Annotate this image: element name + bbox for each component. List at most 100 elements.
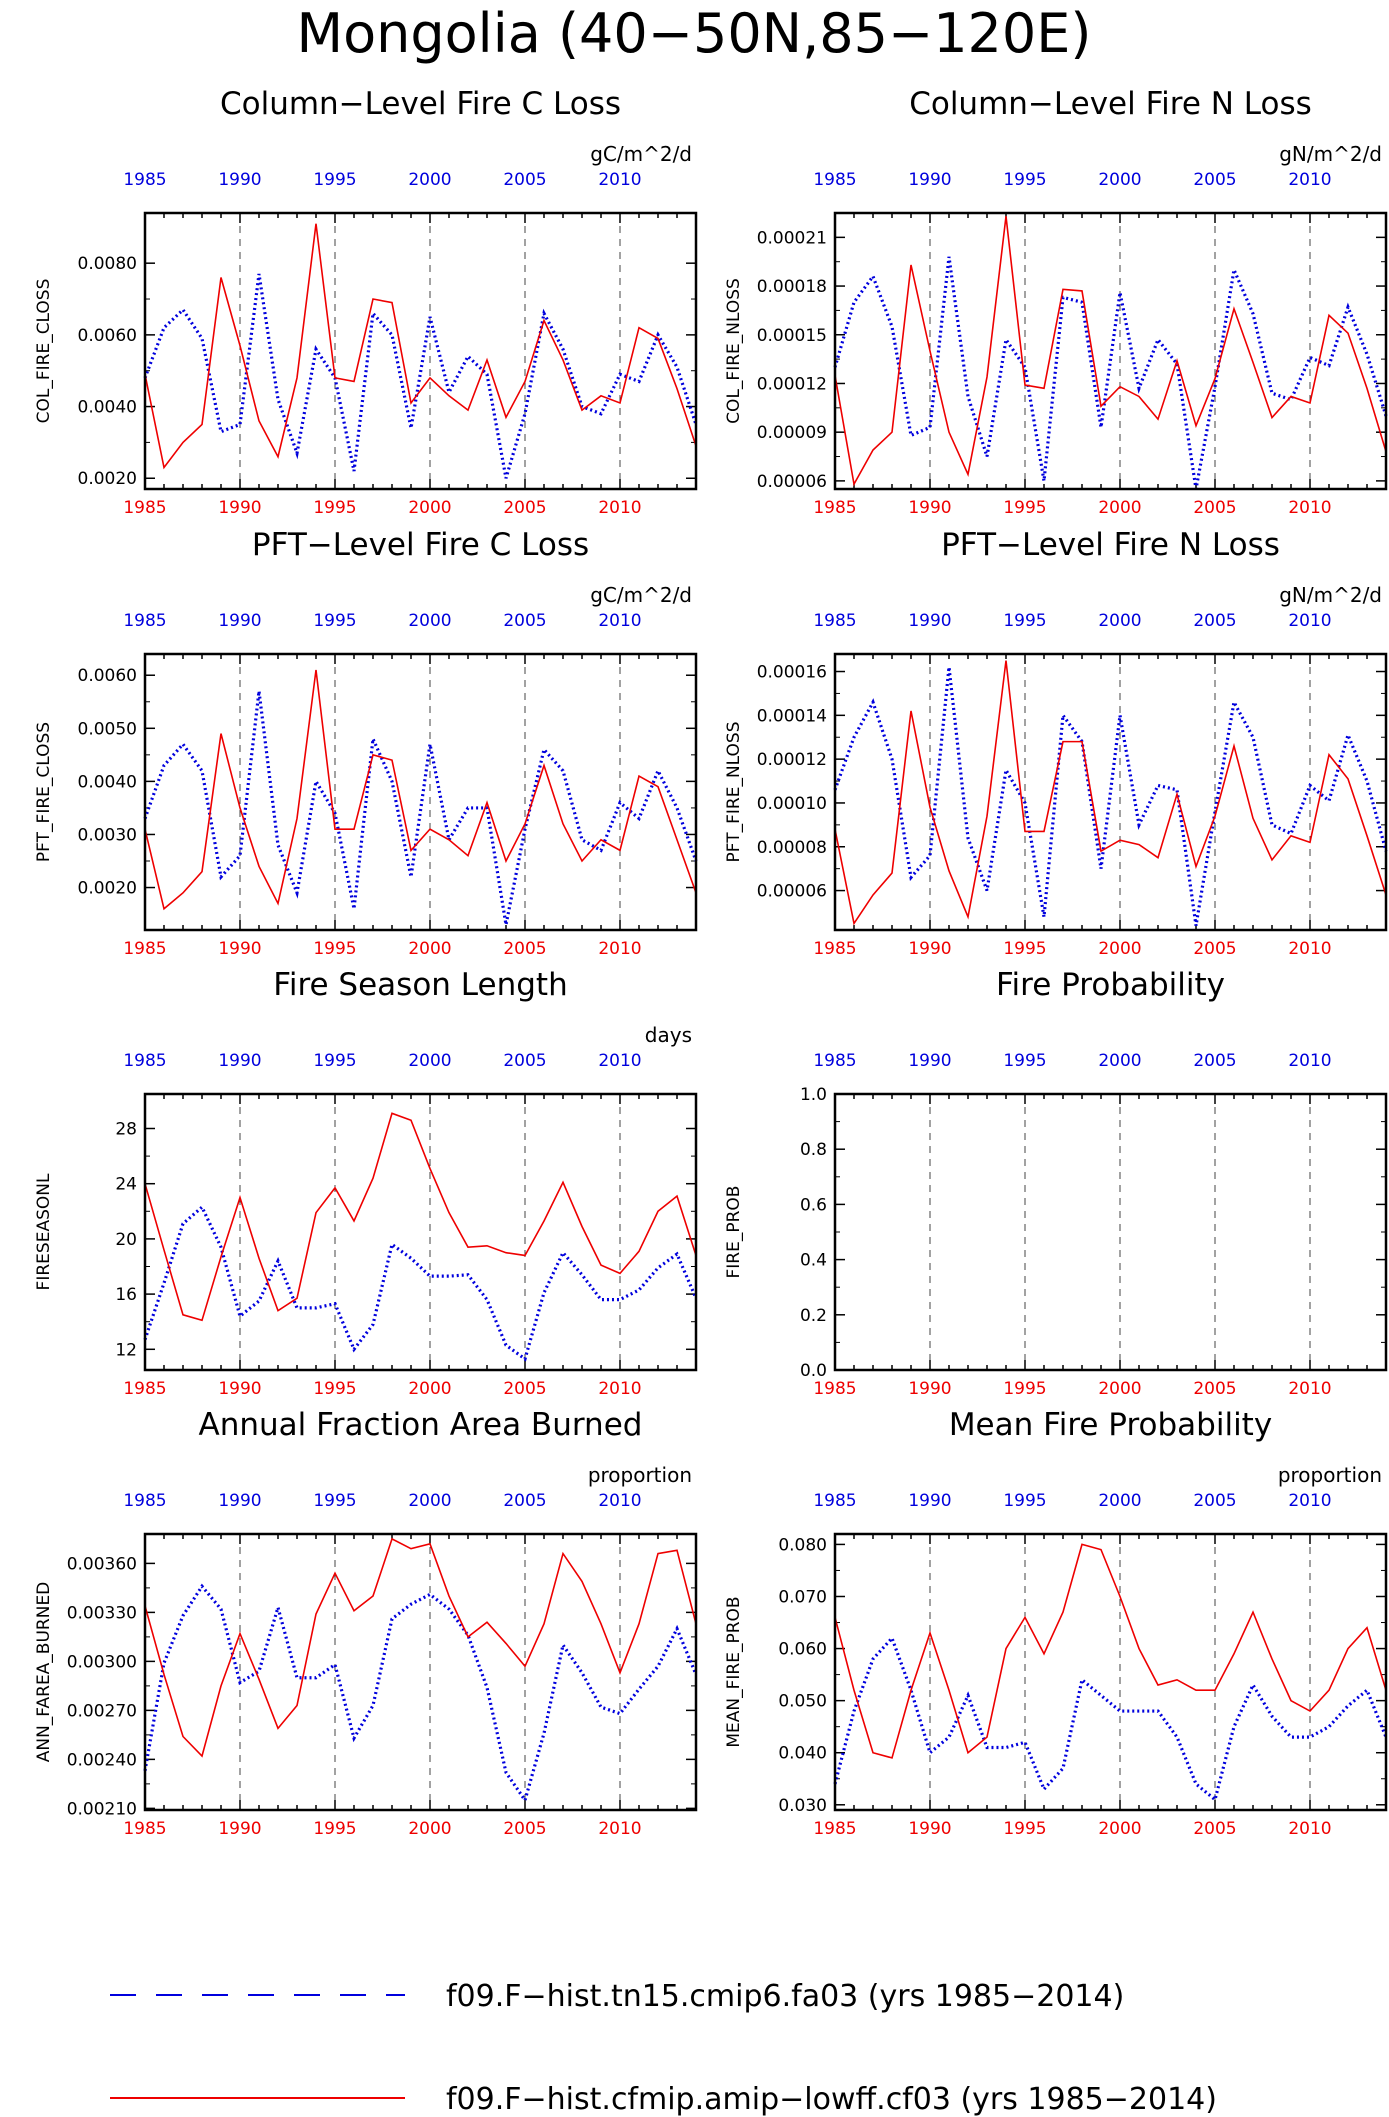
y-tick-label: 0.0060 xyxy=(78,326,137,346)
y-tick-label: 0.00006 xyxy=(757,472,827,492)
panel-ann-farea-burned: Annual Fraction Area Burned proportion 198… xyxy=(34,1407,698,1839)
x-tick-label-bottom: 1995 xyxy=(1003,1819,1046,1839)
panel-fireseasonl: Fire Season Length days 1985 1985 1990 1990 19… xyxy=(34,967,698,1399)
x-tick-label-bottom: 1995 xyxy=(1003,1379,1046,1399)
units-label: gC/m^2/d xyxy=(590,583,692,607)
panel-title: PFT−Level Fire C Loss xyxy=(252,527,589,563)
y-tick-label: 0.080 xyxy=(778,1535,827,1555)
x-tick-label-top: 2005 xyxy=(503,611,546,631)
x-tick-label-bottom: 2000 xyxy=(408,498,451,518)
x-tick-label-top: 1985 xyxy=(813,1491,856,1511)
x-tick-label-bottom: 1985 xyxy=(123,939,166,959)
y-tick-label: 0.00021 xyxy=(757,228,827,248)
y-tick-label: 0.0040 xyxy=(78,398,137,418)
x-tick-label-top: 2000 xyxy=(1098,611,1141,631)
panel-col-fire-nloss: Column−Level Fire N Loss gN/m^2/d 1985 1985… xyxy=(724,86,1388,518)
y-tick-label: 0.00016 xyxy=(757,663,827,683)
x-tick-label-top: 1990 xyxy=(908,1491,951,1511)
x-tick-label-top: 1995 xyxy=(313,1491,356,1511)
plot-frame xyxy=(833,1532,1388,1812)
x-tick-label-top: 1985 xyxy=(813,1051,856,1071)
page-title: Mongolia (40−50N,85−120E) xyxy=(297,2,1092,65)
x-tick-label-bottom: 1990 xyxy=(908,498,951,518)
x-tick-label-top: 1995 xyxy=(1003,170,1046,190)
y-tick-label: 0.00006 xyxy=(757,882,827,902)
series-line-tn15 xyxy=(143,1583,698,1804)
x-tick-label-bottom: 2010 xyxy=(598,1379,641,1399)
plot-frame xyxy=(833,211,1388,491)
y-tick-label: 1.0 xyxy=(800,1085,827,1105)
x-tick-label-bottom: 2010 xyxy=(1288,939,1331,959)
x-tick-label-bottom: 1985 xyxy=(813,939,856,959)
y-tick-label: 0.0060 xyxy=(78,666,137,686)
y-tick-label: 0.4 xyxy=(800,1251,827,1271)
legend-label-dashed: f09.F−hist.tn15.cmip6.fa03 (yrs 1985−201… xyxy=(446,1979,1124,2014)
x-tick-label-bottom: 2005 xyxy=(503,1819,546,1839)
series-line-tn15 xyxy=(833,256,1388,490)
x-tick-label-bottom: 2010 xyxy=(1288,1379,1331,1399)
series-line-cfmip xyxy=(144,1537,697,1758)
units-label: gC/m^2/d xyxy=(590,142,692,166)
y-axis-label: FIRESEASONL xyxy=(34,1173,54,1290)
y-tick-label: 0.00010 xyxy=(757,794,827,814)
x-tick-label-top: 2005 xyxy=(1193,611,1236,631)
x-tick-label-bottom: 2005 xyxy=(1193,1819,1236,1839)
x-tick-label-bottom: 2000 xyxy=(1098,1819,1141,1839)
x-tick-label-top: 1985 xyxy=(123,611,166,631)
x-tick-label-top: 1990 xyxy=(218,1051,261,1071)
series-line-tn15 xyxy=(143,690,698,926)
x-tick-label-bottom: 1985 xyxy=(123,498,166,518)
x-tick-label-top: 2010 xyxy=(598,1491,641,1511)
y-tick-label: 0.030 xyxy=(778,1796,827,1816)
panel-pft-fire-nloss: PFT−Level Fire N Loss gN/m^2/d 1985 1985 199… xyxy=(724,527,1388,959)
y-axis-label: PFT_FIRE_NLOSS xyxy=(724,721,744,862)
units-label: gN/m^2/d xyxy=(1279,583,1382,607)
y-tick-label: 0.050 xyxy=(778,1692,827,1712)
panel-title: Fire Season Length xyxy=(273,967,567,1003)
x-tick-label-bottom: 1985 xyxy=(123,1379,166,1399)
y-tick-label: 0.00014 xyxy=(757,706,827,726)
x-tick-label-top: 2000 xyxy=(408,611,451,631)
y-tick-label: 0.00015 xyxy=(757,326,827,346)
y-axis-label: COL_FIRE_CLOSS xyxy=(34,279,54,424)
x-tick-label-bottom: 1995 xyxy=(1003,498,1046,518)
x-tick-label-bottom: 1985 xyxy=(813,1379,856,1399)
x-tick-label-top: 1985 xyxy=(813,170,856,190)
y-tick-label: 0.0020 xyxy=(78,469,137,489)
x-tick-label-top: 1985 xyxy=(123,170,166,190)
x-tick-label-bottom: 2005 xyxy=(503,498,546,518)
units-label: proportion xyxy=(588,1463,692,1487)
units-label: days xyxy=(645,1023,692,1047)
x-tick-label-top: 1990 xyxy=(218,611,261,631)
x-tick-label-top: 2000 xyxy=(1098,170,1141,190)
x-tick-label-bottom: 2000 xyxy=(1098,939,1141,959)
panels: Column−Level Fire C Loss gC/m^2/d 1985 1985… xyxy=(34,86,1388,1839)
series-line-tn15 xyxy=(143,1204,698,1362)
panel-fire-prob: Fire Probability 1985 1985 1990 1990 1995 1995… xyxy=(724,967,1388,1399)
x-tick-label-bottom: 1990 xyxy=(218,939,261,959)
units-label: proportion xyxy=(1278,1463,1382,1487)
y-axis-label: MEAN_FIRE_PROB xyxy=(724,1596,744,1747)
y-tick-label: 0.00330 xyxy=(67,1603,137,1623)
y-tick-label: 0.0 xyxy=(800,1361,827,1381)
x-tick-label-bottom: 2010 xyxy=(1288,1819,1331,1839)
y-tick-label: 0.070 xyxy=(778,1587,827,1607)
y-tick-label: 0.00270 xyxy=(67,1701,137,1721)
y-tick-label: 0.00012 xyxy=(757,374,827,394)
x-tick-label-bottom: 1985 xyxy=(813,1819,856,1839)
x-tick-label-top: 2000 xyxy=(408,1051,451,1071)
x-tick-label-top: 1995 xyxy=(1003,1491,1046,1511)
panel-title: Mean Fire Probability xyxy=(949,1407,1272,1443)
x-tick-label-bottom: 2005 xyxy=(1193,498,1236,518)
panel-title: Column−Level Fire N Loss xyxy=(909,86,1312,122)
plot-frame xyxy=(143,1092,698,1372)
x-tick-label-bottom: 2005 xyxy=(1193,1379,1236,1399)
y-tick-label: 0.6 xyxy=(800,1195,827,1215)
x-tick-label-top: 2010 xyxy=(1288,611,1331,631)
y-tick-label: 0.0050 xyxy=(78,719,137,739)
x-tick-label-bottom: 1990 xyxy=(218,1379,261,1399)
series-line-cfmip xyxy=(834,216,1387,487)
x-tick-label-top: 1995 xyxy=(313,1051,356,1071)
